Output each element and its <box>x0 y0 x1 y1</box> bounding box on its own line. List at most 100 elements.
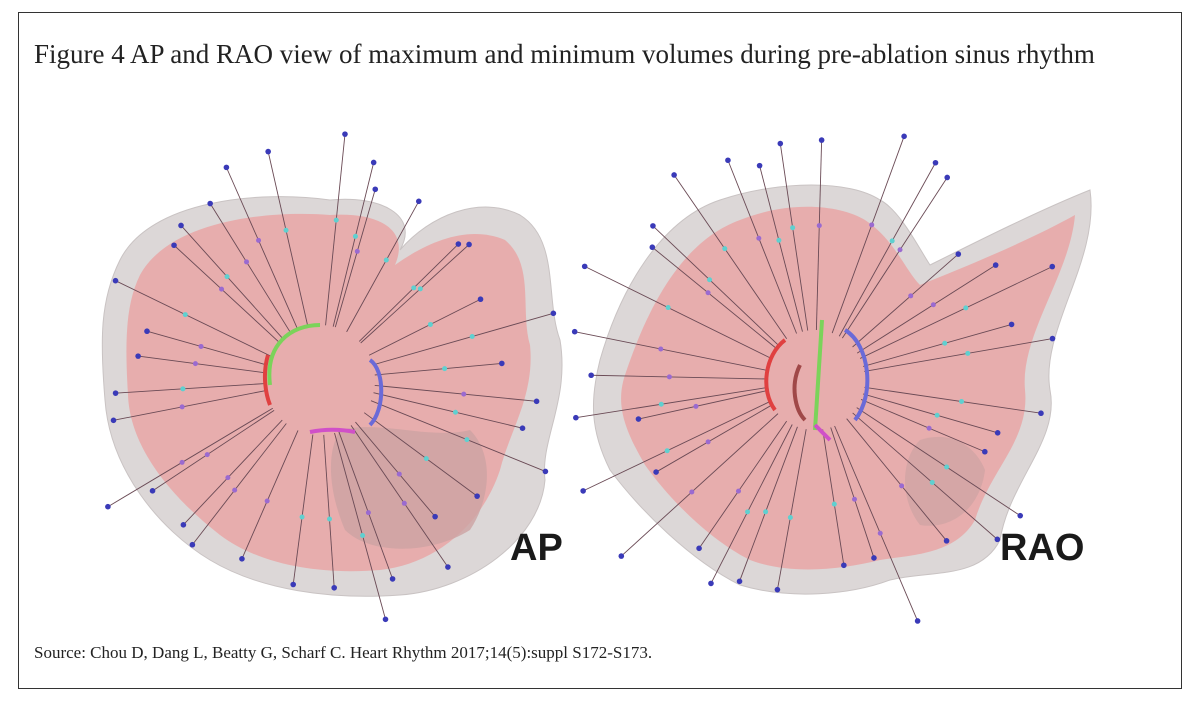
electrode-spoke <box>209 203 292 334</box>
electrode-tip <box>580 488 586 494</box>
electrode-point <box>942 340 948 346</box>
electrode-spoke <box>698 420 788 549</box>
electrode-tip <box>818 137 825 143</box>
electrode-spoke <box>574 331 767 371</box>
electrode-tip <box>110 417 117 424</box>
electrode-spoke <box>779 143 809 331</box>
electrode-tip <box>774 586 781 593</box>
electrode-spoke <box>113 390 267 421</box>
electrode-spoke <box>173 244 280 344</box>
electrode-spoke <box>830 427 875 559</box>
electrode-spoke <box>368 298 481 356</box>
electrode-spoke <box>582 401 771 492</box>
electrode-point <box>831 501 837 507</box>
electrode-point <box>889 238 895 244</box>
electrode-point <box>756 235 762 241</box>
electrode-point <box>877 530 883 536</box>
electrode-spoke <box>325 134 346 326</box>
electrode-tip <box>533 398 540 405</box>
electrode-tip <box>477 296 484 303</box>
electrode-point <box>705 439 711 445</box>
electrode-spoke <box>267 151 309 327</box>
electrode-point <box>722 246 728 252</box>
electrode-tip <box>914 618 921 624</box>
electrode-point <box>417 286 423 292</box>
rao-cavity-shadow <box>905 436 985 526</box>
ap-label: AP <box>510 527 563 569</box>
figure-caption: Figure 4 AP and RAO view of maximum and … <box>34 39 1095 69</box>
electrode-tip <box>149 488 156 494</box>
electrode-tip <box>649 244 656 251</box>
electrode-spoke <box>107 407 274 508</box>
electrode-tip <box>180 522 187 528</box>
electrode-point <box>944 464 950 470</box>
electrode-point <box>735 488 741 494</box>
electrode-tip <box>389 576 396 582</box>
electrode-spoke <box>374 384 537 402</box>
electrode-spoke <box>360 244 470 344</box>
electrode-point <box>423 456 429 462</box>
electrode-point <box>908 293 914 299</box>
electrode-tip <box>290 581 297 588</box>
electrode-tip <box>841 562 847 569</box>
electrode-point <box>934 412 940 418</box>
electrode-spoke <box>292 434 314 585</box>
electrode-spoke <box>146 330 268 366</box>
electrode-tip <box>736 578 743 585</box>
electrode-point <box>707 277 713 283</box>
electrode-spoke <box>815 140 823 331</box>
electrode-tip <box>696 545 702 552</box>
ap-electrode-lines <box>105 131 557 623</box>
electrode-point <box>658 401 664 407</box>
rao-ring-green <box>813 319 824 431</box>
electrode-tip <box>932 159 939 166</box>
electrode-tip <box>455 241 462 247</box>
electrode-tip <box>223 164 230 171</box>
electrode-spoke <box>852 253 959 348</box>
electrode-tip <box>1038 410 1044 417</box>
rao-electrode-lines <box>571 133 1056 624</box>
electrode-tip <box>519 425 526 431</box>
electrode-point <box>930 302 936 308</box>
figure-source: Source: Chou D, Dang L, Beatty G, Scharf… <box>34 643 653 662</box>
electrode-spoke <box>776 429 807 590</box>
electrode-tip <box>239 556 245 562</box>
electrode-spoke <box>241 430 299 559</box>
electrode-point <box>352 233 358 239</box>
electrode-spoke <box>727 160 798 334</box>
electrode-spoke <box>358 243 459 342</box>
ap-cavity-shadow <box>330 427 487 549</box>
electrode-spoke <box>338 431 394 580</box>
electrode-spoke <box>115 280 271 357</box>
electrode-tip <box>144 328 150 335</box>
electrode-spoke <box>350 425 449 568</box>
electrode-tip <box>955 251 962 257</box>
electrode-spoke <box>841 177 948 339</box>
electrode-spoke <box>225 167 299 330</box>
electrode-tip <box>992 262 999 268</box>
electrode-point <box>198 343 204 349</box>
electrode-spoke <box>822 429 845 566</box>
electrode-tip <box>982 448 988 455</box>
electrode-tip <box>671 172 677 178</box>
electrode-point <box>360 532 366 538</box>
electrode-point <box>763 509 769 515</box>
electrode-point <box>179 404 185 410</box>
electrode-spoke <box>856 264 996 354</box>
electrode-point <box>869 222 875 228</box>
electrode-tip <box>777 140 784 147</box>
electrode-tip <box>550 310 557 317</box>
electrode-point <box>899 483 905 489</box>
electrode-point <box>776 237 782 243</box>
electrode-spoke <box>355 421 436 517</box>
electrode-tip <box>1017 512 1024 519</box>
electrode-tip <box>265 148 271 155</box>
electrode-point <box>180 386 186 392</box>
electrode-spoke <box>710 424 793 584</box>
electrode-spoke <box>370 400 546 472</box>
electrode-tip <box>105 503 111 510</box>
electrode-point <box>693 403 699 409</box>
electrode-point <box>926 425 932 431</box>
electrode-spoke <box>862 393 998 434</box>
